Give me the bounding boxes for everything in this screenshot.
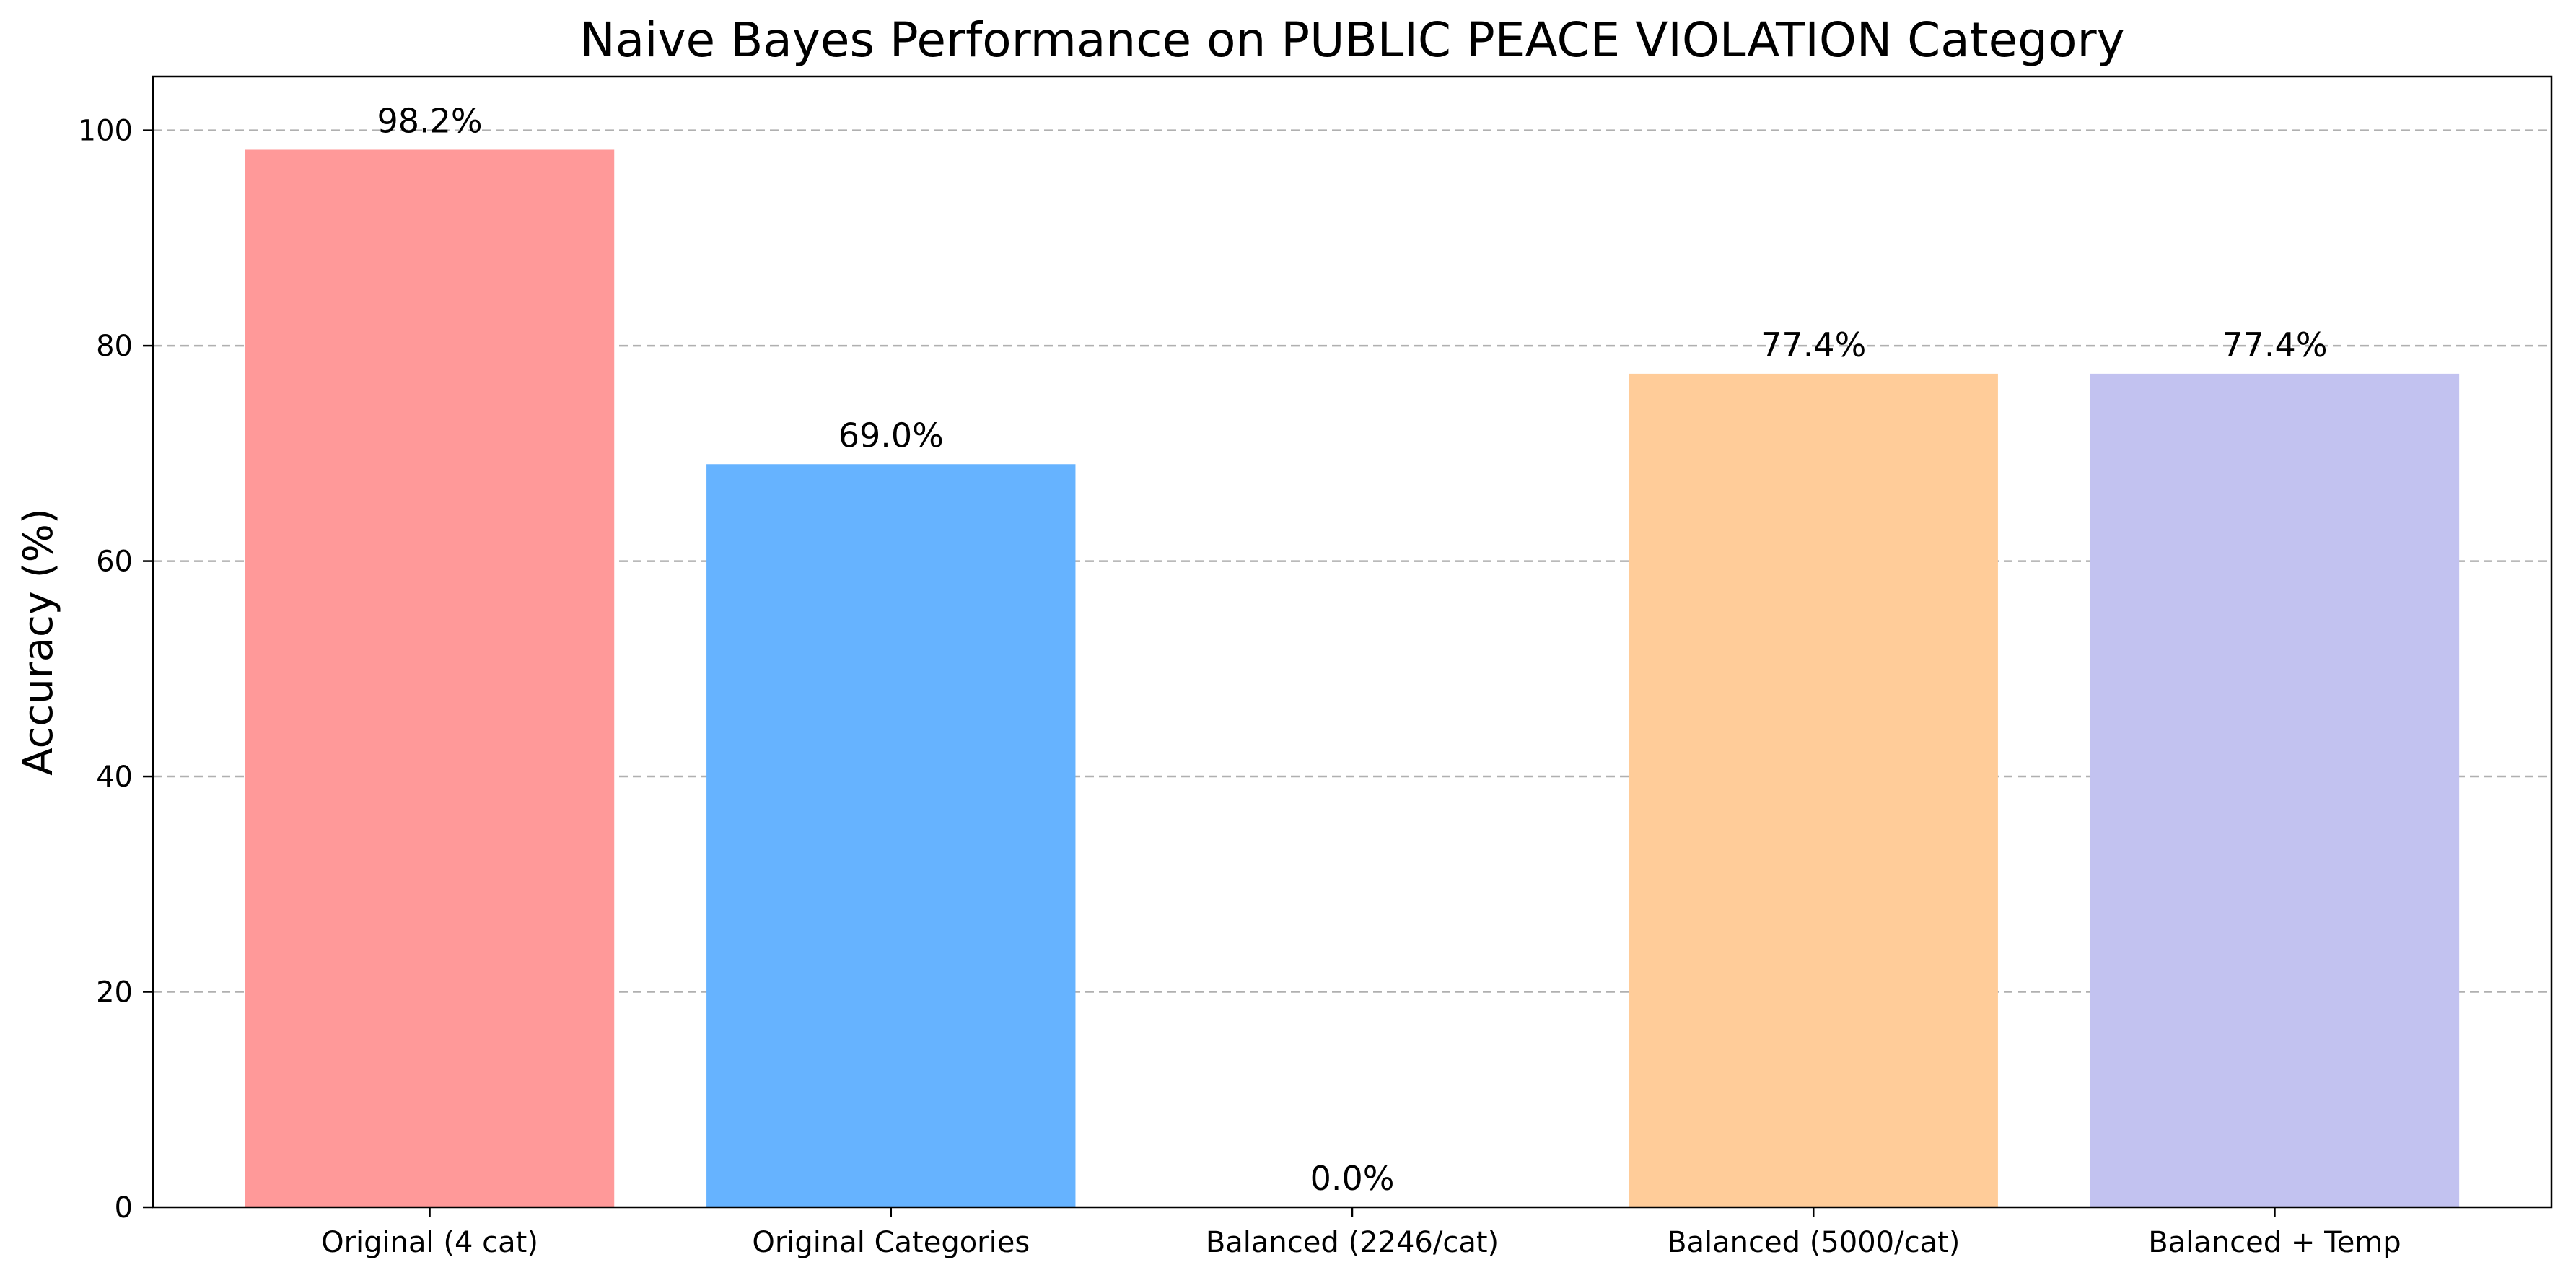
x-axis-ticks: Original (4 cat) Original Categories Balan… (321, 1207, 2401, 1259)
y-tick-label: 80 (96, 330, 133, 363)
x-tick-label: Balanced + Temp (2148, 1226, 2401, 1259)
bar (2090, 373, 2460, 1207)
x-tick-label: Original (4 cat) (321, 1226, 538, 1259)
x-tick-label: Balanced (2246/cat) (1206, 1226, 1499, 1259)
bar (706, 464, 1076, 1208)
y-tick-label: 20 (96, 976, 133, 1010)
x-tick-label: Balanced (5000/cat) (1667, 1226, 1960, 1259)
data-label: 98.2% (377, 101, 482, 140)
y-tick-label: 60 (96, 546, 133, 579)
y-axis-label: Accuracy (%) (15, 508, 62, 775)
bar (245, 149, 615, 1207)
data-label: 77.4% (1761, 325, 1866, 364)
y-tick-label: 100 (78, 115, 133, 148)
y-tick-label: 40 (96, 761, 133, 794)
data-label: 0.0% (1310, 1159, 1395, 1198)
chart-title: Naive Bayes Performance on PUBLIC PEACE … (579, 12, 2124, 68)
y-axis-ticks: 0 20 40 60 80 100 (78, 115, 153, 1225)
y-tick-label: 0 (115, 1191, 133, 1225)
data-label: 69.0% (838, 416, 944, 455)
data-label: 77.4% (2222, 325, 2327, 364)
x-tick-label: Original Categories (752, 1226, 1030, 1259)
bars (245, 149, 2460, 1208)
bar (1629, 373, 1998, 1207)
value-labels: 98.2% 69.0% 0.0% 77.4% 77.4% (377, 101, 2327, 1198)
